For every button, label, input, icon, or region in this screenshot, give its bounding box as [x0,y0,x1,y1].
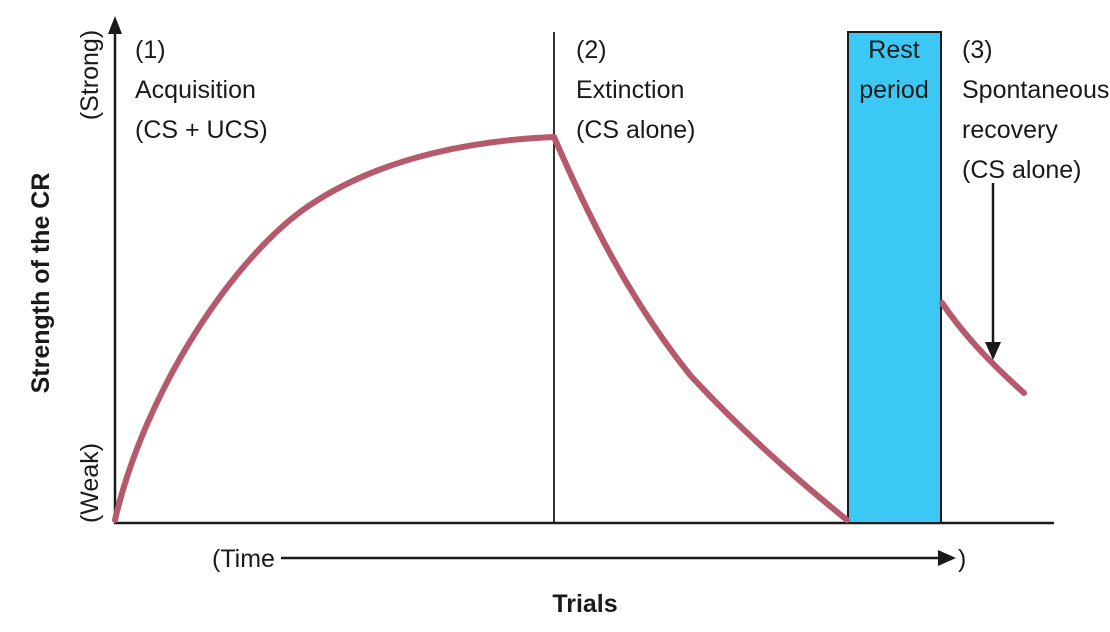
y-bottom-label: (Weak) [76,443,104,523]
spontaneous-recovery-curve [939,300,1027,396]
acquisition-curve [112,134,557,523]
extinction-label: Extinction [576,76,684,104]
extinction-condition: (CS alone) [576,116,696,144]
rest-label-line1: Rest [868,36,919,64]
y-axis-title: Strength of the CR [27,173,55,394]
y-top-label: (Strong) [76,30,104,120]
extinction-curve [551,134,850,523]
rest-period-band [847,31,942,524]
time-close-label: ) [958,545,966,573]
recovery-label-line2: recovery [962,116,1058,144]
acquisition-number: (1) [135,36,166,64]
acquisition-label: Acquisition [135,76,256,104]
time-open-label: (Time [212,545,275,573]
recovery-arrow-head [985,342,1001,360]
extinction-number: (2) [576,36,607,64]
time-arrow-head [938,550,956,566]
recovery-condition: (CS alone) [962,156,1082,184]
recovery-number: (3) [962,36,993,64]
y-axis-arrowhead [108,16,122,34]
acquisition-condition: (CS + UCS) [135,116,268,144]
rest-label-line2: period [859,76,929,104]
recovery-label-line1: Spontaneous [962,76,1109,104]
x-axis-title: Trials [552,590,617,618]
